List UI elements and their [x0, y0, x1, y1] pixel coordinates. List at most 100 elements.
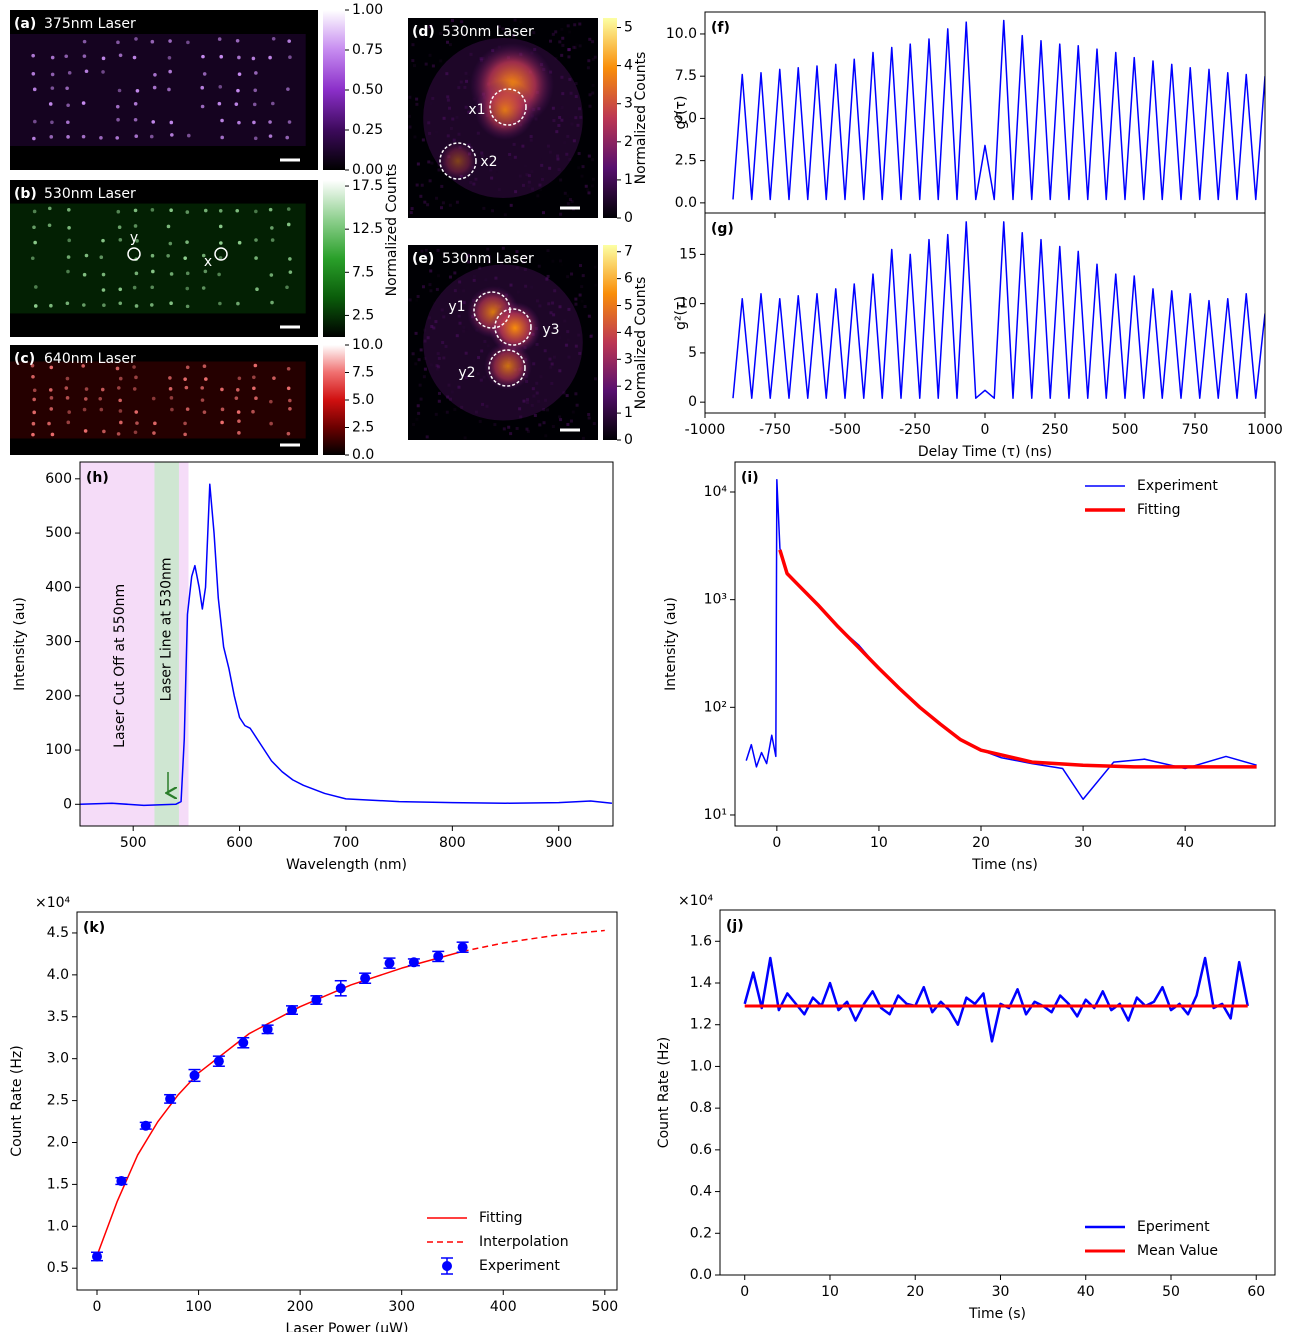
y-tick-label: 100 [45, 742, 72, 758]
y-tick-label: 2.0 [47, 1134, 69, 1150]
image-noise [587, 416, 591, 420]
image-spot [286, 87, 290, 91]
image-noise [586, 188, 590, 192]
y-tick-label: 5.0 [675, 110, 697, 126]
panel-label: (h) [86, 470, 109, 486]
image-noise [560, 27, 564, 31]
data-point [238, 1037, 249, 1048]
image-noise [485, 404, 489, 408]
image-background [10, 180, 318, 337]
image-spot [134, 134, 139, 139]
image-spot [101, 288, 106, 292]
image-spot [252, 386, 256, 391]
image-noise [568, 77, 572, 81]
image-spot [83, 429, 88, 433]
roi-circle [214, 247, 228, 261]
image-spot [167, 56, 172, 60]
x-tick-label: 100 [185, 1299, 212, 1315]
image-noise [551, 301, 555, 305]
image-noise [460, 20, 464, 24]
image-noise [442, 252, 446, 256]
image-spot [218, 209, 223, 213]
image-noise [462, 33, 466, 37]
y-tick-label: 4.5 [47, 925, 69, 941]
legend-label: Experiment [479, 1258, 560, 1274]
image-spot [285, 135, 290, 140]
image-spot [204, 377, 208, 381]
image-spot [67, 410, 72, 414]
image-spot [48, 388, 53, 392]
x-axis-label: Wavelength (nm) [286, 857, 407, 873]
image-spot [255, 287, 259, 292]
image-noise [568, 30, 572, 34]
image-noise [469, 180, 473, 184]
image-noise [532, 394, 536, 398]
image-noise [509, 203, 513, 207]
image-noise [574, 302, 578, 306]
image-noise [504, 31, 508, 35]
image-noise [448, 203, 452, 207]
image-noise [575, 403, 579, 407]
data-line [732, 221, 1265, 399]
image-noise [415, 102, 419, 106]
image-spot [220, 387, 224, 392]
image-noise [502, 427, 506, 431]
image-noise [442, 315, 446, 319]
image-noise [453, 271, 457, 275]
image-noise [530, 170, 534, 174]
y-tick-label: 0.8 [690, 1100, 712, 1116]
image-noise [557, 170, 560, 173]
image-noise [561, 36, 565, 40]
colorbar-tick-label: 4 [624, 324, 633, 340]
colorbar-tick-label: 3 [624, 351, 633, 367]
image-blob [438, 141, 478, 181]
image-noise [524, 255, 528, 259]
y-axis-label: Intensity (au) [663, 597, 679, 691]
image-spot [251, 56, 256, 61]
image-noise [455, 200, 459, 204]
x-tick-label: -250 [899, 422, 931, 438]
image-noise [566, 134, 570, 138]
data-point [262, 1024, 273, 1035]
image-noise [501, 27, 505, 31]
image-noise [552, 355, 556, 359]
image-spot [32, 87, 37, 92]
image-spot [288, 55, 292, 59]
image-spot [32, 136, 36, 141]
data-point [189, 1070, 200, 1081]
image-spot [49, 407, 54, 411]
image-spot [185, 407, 190, 411]
image-spot [151, 396, 156, 401]
image-noise [497, 188, 501, 192]
image-spot [236, 410, 241, 414]
image-noise [449, 126, 453, 130]
image-noise [566, 194, 570, 198]
image-spot [218, 224, 223, 229]
image-spot [269, 421, 273, 426]
image-noise [585, 431, 588, 434]
image-title: 640nm Laser [44, 351, 136, 367]
image-spot [134, 410, 139, 414]
image-noise [448, 43, 452, 47]
image-noise [591, 83, 595, 87]
image-noise [549, 365, 553, 369]
image-spot [237, 240, 242, 245]
image-spot [200, 398, 205, 402]
image-spot [200, 104, 205, 109]
image-noise [416, 404, 420, 408]
data-line [80, 483, 613, 807]
image-spot [254, 209, 258, 214]
image-noise [566, 24, 570, 28]
image-spot [185, 271, 190, 276]
image-spot [31, 421, 36, 426]
image-noise [529, 134, 533, 138]
image-noise [532, 31, 536, 35]
image-spot [48, 102, 53, 106]
image-noise [467, 110, 471, 114]
x-tick-label: 0 [740, 1284, 749, 1300]
y-tick-label: 10⁴ [704, 484, 728, 500]
image-noise [409, 211, 413, 215]
image-spot [152, 431, 156, 435]
image-noise [558, 415, 562, 419]
span-label: Laser Cut Off at 550nm [112, 584, 128, 748]
